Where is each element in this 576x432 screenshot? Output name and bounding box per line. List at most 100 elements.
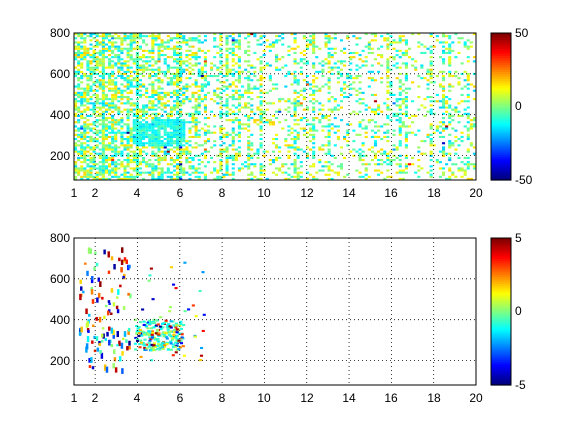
heatmap-cell — [324, 114, 328, 117]
heatmap-cell — [231, 173, 235, 176]
heatmap-cell — [259, 102, 263, 105]
heatmap-cell — [74, 175, 78, 178]
heatmap-cell — [182, 324, 186, 327]
heatmap-cell — [129, 131, 133, 134]
heatmap-cell — [271, 142, 275, 145]
heatmap-cell — [129, 175, 133, 178]
heatmap-cell — [117, 100, 121, 103]
heatmap-cell — [275, 56, 279, 59]
heatmap-cell — [404, 49, 408, 52]
heatmap-cell — [171, 338, 175, 341]
heatmap-cell — [315, 129, 319, 132]
heatmap-cell — [157, 45, 161, 48]
heatmap-cell — [472, 167, 476, 170]
heatmap-cell — [259, 133, 263, 136]
heatmap-cell — [389, 161, 393, 164]
heatmap-cell — [138, 125, 143, 128]
heatmap-cell — [367, 43, 371, 46]
heatmap-cell — [108, 173, 112, 176]
heatmap-cell — [234, 159, 238, 162]
colorbar-band — [491, 265, 511, 269]
heatmap-cell — [153, 348, 157, 352]
heatmap-cell — [179, 165, 183, 168]
heatmap-cell — [191, 54, 195, 57]
heatmap-cell — [151, 331, 155, 335]
heatmap-cell — [153, 342, 157, 345]
heatmap-cell — [142, 123, 146, 126]
heatmap-cell — [398, 35, 402, 38]
heatmap-cell — [182, 91, 186, 94]
heatmap-cell — [80, 148, 84, 151]
heatmap-cell — [200, 49, 204, 52]
heatmap-cell — [336, 165, 340, 168]
heatmap-cell — [179, 339, 183, 342]
bottom-x-tick-18: 18 — [427, 391, 441, 405]
heatmap-cell — [188, 144, 192, 147]
heatmap-cell — [268, 43, 272, 46]
heatmap-cell — [95, 68, 99, 71]
heatmap-cell — [417, 108, 421, 111]
heatmap-cell — [92, 45, 96, 48]
heatmap-cell — [268, 102, 272, 105]
heatmap-cell — [101, 72, 105, 75]
heatmap-cell — [132, 119, 136, 122]
heatmap-cell — [401, 62, 405, 65]
heatmap-cell — [203, 108, 207, 111]
heatmap-cell — [389, 119, 393, 122]
heatmap-cell — [194, 133, 198, 136]
heatmap-cell — [163, 70, 167, 73]
heatmap-cell — [200, 152, 204, 155]
heatmap-cell — [312, 129, 316, 132]
heatmap-cell — [216, 51, 220, 54]
heatmap-cell — [157, 79, 161, 82]
heatmap-cell — [83, 150, 87, 153]
heatmap-cell — [148, 56, 152, 59]
heatmap-cell — [346, 72, 350, 75]
heatmap-cell — [98, 148, 102, 151]
heatmap-cell — [176, 81, 180, 84]
heatmap-cell — [370, 79, 374, 82]
heatmap-cell — [101, 171, 105, 174]
heatmap-cell — [404, 146, 408, 149]
heatmap-cell — [231, 119, 235, 122]
heatmap-cell — [185, 171, 189, 174]
heatmap-cell — [151, 167, 155, 170]
heatmap-cell — [256, 152, 260, 155]
heatmap-cell — [398, 37, 402, 40]
heatmap-cell — [203, 64, 207, 67]
heatmap-cell — [244, 114, 248, 117]
heatmap-cell — [163, 60, 167, 63]
heatmap-cell — [95, 138, 99, 141]
heatmap-cell — [299, 58, 303, 61]
heatmap-cell — [386, 129, 390, 132]
heatmap-cell — [174, 322, 178, 325]
heatmap-cell — [355, 93, 359, 96]
heatmap-cell — [237, 89, 241, 92]
heatmap-cell — [240, 106, 245, 109]
heatmap-cell — [441, 106, 446, 109]
heatmap-cell — [333, 117, 337, 120]
heatmap-cell — [95, 129, 99, 132]
heatmap-cell — [435, 75, 439, 78]
heatmap-cell — [383, 37, 387, 40]
heatmap-cell — [469, 41, 473, 44]
heatmap-cell — [429, 112, 433, 115]
heatmap-cell — [466, 156, 470, 159]
heatmap-cell — [194, 104, 198, 107]
heatmap-cell — [330, 123, 334, 126]
heatmap-cell — [237, 66, 241, 69]
heatmap-cell — [364, 167, 368, 170]
heatmap-cell — [358, 125, 362, 128]
heatmap-cell — [95, 89, 99, 92]
heatmap-cell — [104, 133, 109, 136]
heatmap-cell — [77, 100, 81, 103]
heatmap-cell — [203, 133, 207, 136]
heatmap-cell — [86, 127, 90, 130]
heatmap-cell — [271, 159, 275, 162]
heatmap-cell — [441, 127, 446, 130]
heatmap-cell — [250, 171, 254, 174]
heatmap-cell — [74, 98, 78, 101]
colorbar-band — [491, 46, 511, 50]
heatmap-cell — [77, 60, 81, 63]
heatmap-cell — [380, 64, 384, 67]
